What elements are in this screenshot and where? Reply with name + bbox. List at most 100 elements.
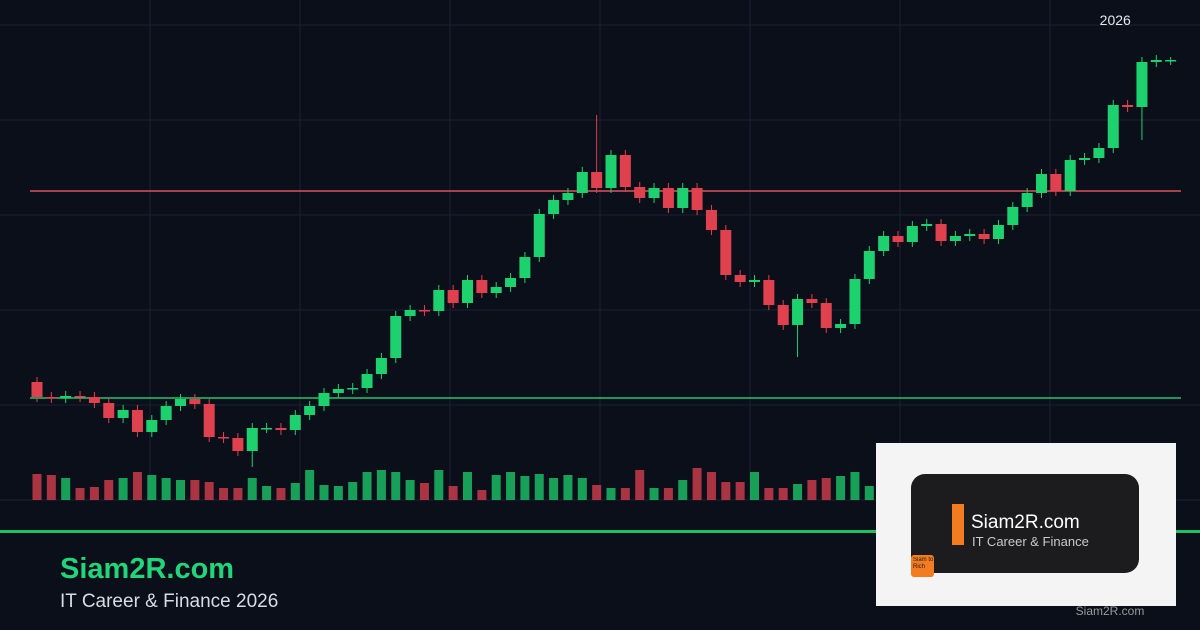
candle-body [476,280,488,293]
volume-bar [606,488,616,500]
candle-body [992,225,1004,239]
candle-body [246,428,258,451]
grid [0,0,1200,501]
candle-body [849,279,861,324]
candle-body [548,200,560,214]
candle-body [189,399,201,404]
volume-bar [563,475,573,500]
candle-body [777,305,789,325]
candle-body [505,278,517,287]
volume-bar [692,468,702,500]
candle-body [906,226,918,242]
candle-body [390,316,402,358]
brand-title: Siam2R.com [60,553,234,585]
candle-body [361,374,373,388]
candle-body [820,303,832,328]
candle-body [1064,160,1076,191]
candle-body [1122,105,1134,107]
volume-bar [219,488,229,500]
volume-bar [491,475,501,500]
volume-bar [391,472,401,500]
volume-bar [75,488,85,500]
volume-bar [836,476,846,500]
divider [0,530,1200,533]
volume-bar [247,478,257,500]
candle-body [1050,174,1062,191]
logo-subtitle: IT Career & Finance [972,534,1089,549]
volume-bar [46,475,56,500]
volume-bar [118,478,128,500]
volume-bar [793,484,803,500]
volume-bar [176,480,185,500]
candle-body [720,230,732,275]
candle-body [921,224,933,226]
candle-body [31,382,43,397]
candle-body [792,299,804,325]
volume-bar [821,478,831,500]
candle-body [605,155,617,188]
candle-body [203,404,215,437]
volume-bar [635,470,645,500]
candle-body [261,428,273,430]
candle-body [418,310,430,312]
candle-body [318,393,330,406]
volume-bar [61,478,71,500]
candle-body [978,234,990,239]
candle-body [275,428,287,430]
candle-body [576,172,588,193]
volume-bar [276,488,286,500]
candle-body [74,396,86,398]
volume-bar [577,478,587,500]
volume-bar [764,488,774,500]
candle-body [404,310,416,316]
brand-subtitle: IT Career & Finance 2026 [60,591,278,612]
candle-body [835,324,847,328]
logo-card [911,474,1139,573]
volume-bar [405,480,415,500]
volume-bar [678,480,688,500]
logo-badge [911,555,934,577]
candle-body [1007,207,1019,225]
candle-body [863,251,875,279]
candle-body [662,188,674,208]
candle-body [634,187,646,198]
candle-body [347,388,359,390]
candle-body [1093,148,1105,158]
volume-bar [161,478,171,500]
volume-bar [463,472,472,500]
volume-bar [233,488,243,500]
candle-body [45,397,57,399]
volume-bar [549,478,559,500]
candle-body [447,290,459,303]
candle-body [1021,193,1033,207]
candle-body [160,406,172,420]
volume-bar [262,486,272,500]
candle-body [878,236,890,251]
volume-bar [448,486,458,500]
volume-bar [376,470,386,500]
volume-bar [434,470,444,500]
candle-body [175,399,186,406]
volume-bar [649,488,659,500]
volume-bar [735,482,745,500]
volume-bar [850,472,860,500]
candle-body [763,280,775,305]
candle-body [289,415,301,430]
candle-body [964,234,976,236]
x-tick-label: 2026 [1100,12,1131,28]
candle-body [103,403,115,418]
candle-body [375,358,387,374]
volume-bar [362,472,372,500]
volume-bar [506,472,516,500]
volume-bar [663,488,673,500]
volume-bar [305,470,315,500]
candle-body [1150,60,1162,62]
candle-body [88,397,100,403]
candle-body [146,420,158,432]
candle-body [232,438,244,451]
candle-body [677,188,689,208]
logo-bar [952,504,964,545]
volume-bar [32,474,42,500]
volume-bar [319,485,329,500]
logo: Siam2R.com IT Career & Finance Siam to R… [876,443,1176,618]
